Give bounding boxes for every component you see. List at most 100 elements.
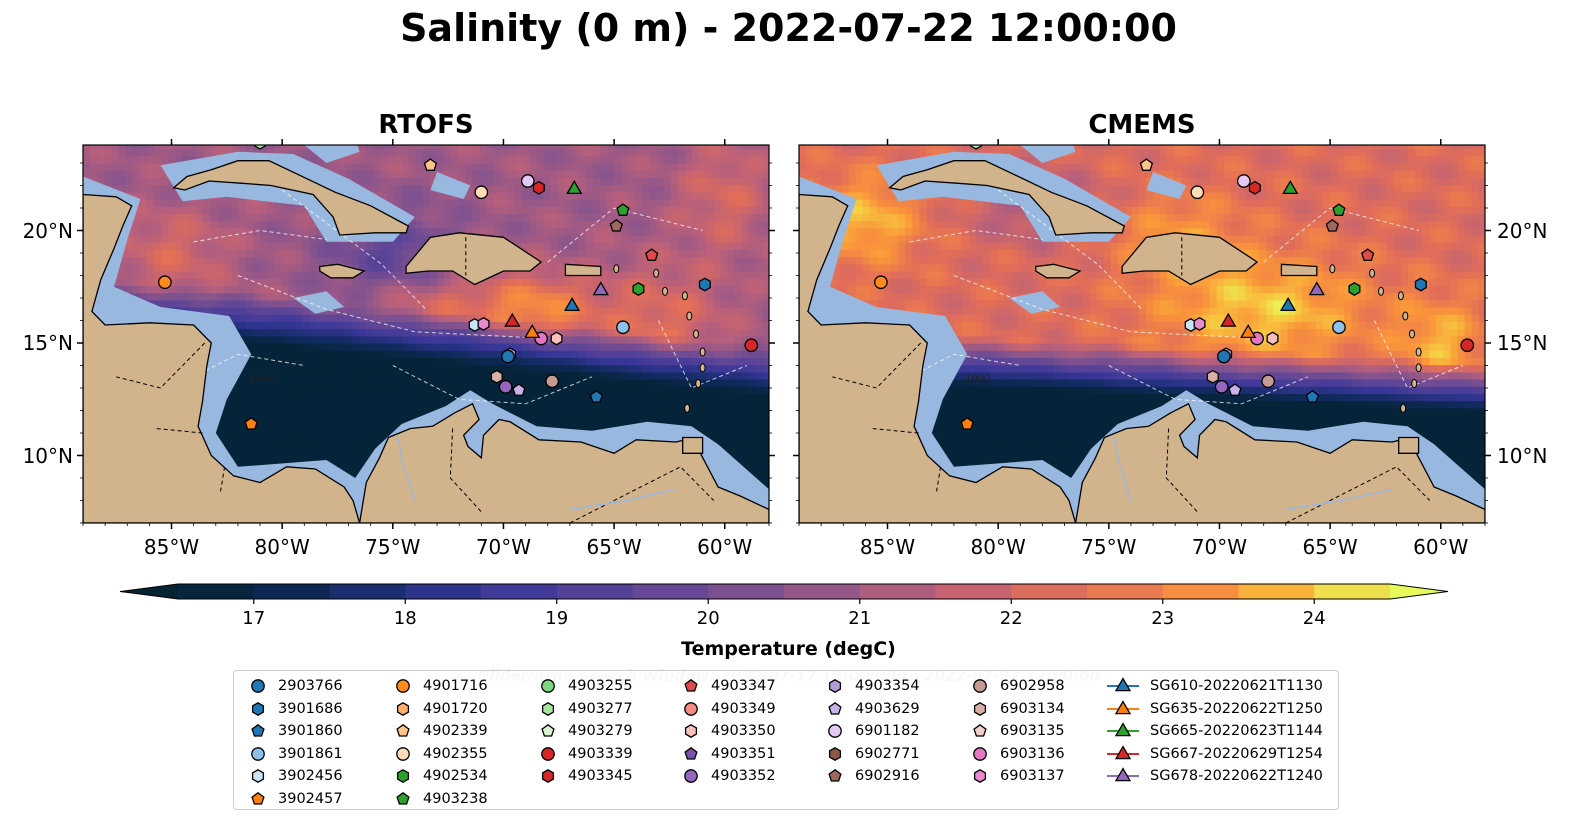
argo-float-4903339 [744,338,759,353]
legend-marker-pentagon [684,679,698,692]
argo-float-3901686 [698,277,711,292]
legend-pentagon-marker [828,769,842,782]
legend-entry: 3901686 [248,698,343,721]
land-cuba [888,160,1126,236]
shallow-shelf [293,291,345,314]
legend-circle-marker [541,679,555,694]
land-southAmerica [1074,402,1485,523]
legend-marker-hexagon [541,701,555,716]
argo-float-3901861 [616,320,630,335]
legend-entry: 4903347 [681,675,776,698]
eez-boundary [547,207,703,263]
legend-entry: 4903354 [825,675,920,698]
legend-hexagon-marker [251,701,265,716]
legend-column: 2903766 3901686 3901860 3901861 3902456 39024… [248,675,343,810]
shallow-shelf [83,176,769,523]
legend: 2903766 3901686 3901860 3901861 3902456 39024… [233,670,1339,810]
legend-hexagon-marker [973,769,987,784]
legend-label: 2903766 [278,678,343,695]
cmems-panel-title: CMEMS [1088,110,1196,140]
shallow-shelf [430,172,471,199]
colorbar-bin [405,584,482,599]
legend-glider-marker [1114,767,1132,782]
argo-float-4902534 [632,282,645,296]
legend-label: 3901686 [278,700,343,717]
legend-marker-triangle-line [1107,677,1139,692]
legend-column: 6902958 6903134 6903135 6903136 6903137 [970,675,1065,788]
legend-pentagon-marker [396,791,410,805]
legend-marker-pentagon [251,724,265,737]
legend-marker-circle [251,679,265,694]
land-puertoRico [564,263,602,277]
legend-circle-marker [684,769,698,784]
small-island [1400,403,1407,413]
glider-SG610 [1279,296,1297,312]
argo-float-6901182 [1236,174,1251,188]
shallow-shelf [799,176,1485,523]
legend-glider-marker [1114,677,1132,692]
legend-marker-circle [541,679,555,694]
colorbar-outline [119,583,1449,600]
small-island [1402,311,1409,321]
legend-hexagon-marker [828,679,842,694]
country-border [569,466,715,523]
legend-entry: 3901861 [248,743,343,766]
legend-marker-pentagon [973,724,987,737]
legend-entry: 4903339 [538,743,633,766]
colorbar-bin [784,584,861,599]
colorbar-extend-max [1390,584,1448,599]
legend-entry: 6902958 [970,675,1065,698]
legend-entry: 4903277 [538,698,633,721]
small-island [686,311,693,321]
eez-boundary [1373,320,1464,389]
lon-tick-label: 60°W [1413,535,1469,559]
legend-marker-hexagon [396,701,410,716]
small-island [699,347,706,357]
eez-boundary [657,320,748,389]
legend-label: SG665-20220623T1144 [1150,723,1323,740]
land-centralAmerica [799,193,1077,523]
legend-label: 4903350 [711,723,776,740]
lon-tick-label: 80°W [970,535,1026,559]
legend-marker-circle [396,746,410,761]
argo-float-4903629 [1228,383,1242,396]
legend-marker-circle [828,724,842,739]
legend-entry: 4901716 [393,675,488,698]
legend-label: 4902339 [423,723,488,740]
argo-float-4903350 [550,331,563,346]
colorbar-tick-label: 19 [545,608,569,629]
colorbar-bin [935,584,1012,599]
lon-tick-label: 70°W [1191,535,1248,559]
colorbar-bin [329,584,406,599]
colorbar-bin [1238,584,1315,599]
land-puertoRico [1280,263,1318,277]
shallow-shelf [304,145,360,163]
rtofs-map-frame [82,144,770,524]
country-border [155,428,203,434]
legend-label: SG635-20220622T1250 [1150,700,1323,717]
legend-label: 4903255 [568,678,633,695]
argo-float-4902534 [1348,282,1361,296]
legend-entry: 6903134 [970,698,1065,721]
legend-entry: 4902355 [393,743,488,766]
legend-marker-circle [684,769,698,784]
glider-SG667 [1220,312,1237,327]
shallow-shelf [1020,145,1076,163]
legend-entry: SG635-20220622T1250 [1106,698,1323,721]
legend-entry: 4903629 [825,698,920,721]
small-island [695,379,702,388]
colorbar-extend-min [120,584,178,599]
glider-SG610 [563,296,581,312]
legend-label: 4903349 [711,700,776,717]
country-border [871,428,919,434]
argo-float-4903347 [1361,248,1375,261]
small-island [681,291,688,301]
legend-label: 6903135 [1000,723,1065,740]
legend-marker-hexagon [251,701,265,716]
argo-float-4903238 [1332,203,1346,216]
legend-marker-circle [251,746,265,761]
legend-marker-pentagon [541,724,555,737]
country-border [832,342,922,389]
legend-circle-marker [251,679,265,694]
lon-tick-label: 75°W [1081,535,1137,559]
